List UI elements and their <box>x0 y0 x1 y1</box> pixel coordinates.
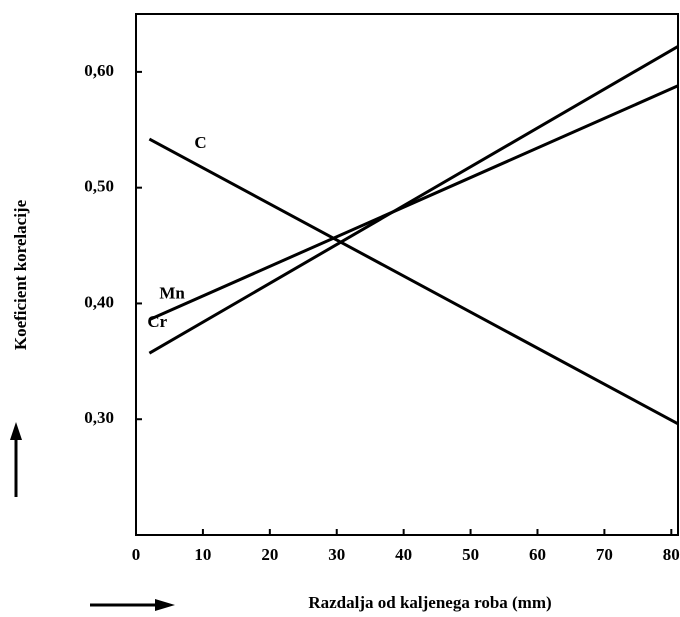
x-tick-label: 70 <box>596 545 613 564</box>
x-tick-label: 0 <box>132 545 141 564</box>
x-tick-label: 50 <box>462 545 479 564</box>
y-tick-label: 0,30 <box>84 408 114 427</box>
series-label: C <box>194 133 206 152</box>
y-tick-label: 0,50 <box>84 177 114 196</box>
series-line <box>148 137 679 426</box>
x-arrow <box>90 599 175 611</box>
x-tick-label: 80 <box>663 545 680 564</box>
y-tick-label: 0,40 <box>84 292 114 311</box>
series-label: Mn <box>159 284 185 303</box>
x-tick-label: 10 <box>194 545 211 564</box>
series-label: Cr <box>147 312 167 331</box>
x-tick-label: 20 <box>261 545 278 564</box>
x-tick-label: 60 <box>529 545 546 564</box>
y-axis-label: Koeficient korelacije <box>11 199 30 350</box>
x-tick-label: 30 <box>328 545 345 564</box>
y-arrow <box>10 422 22 497</box>
plot-frame <box>135 13 679 536</box>
y-tick-label: 0,60 <box>84 61 114 80</box>
x-axis-label: Razdalja od kaljenega roba (mm) <box>308 593 551 612</box>
x-tick-label: 40 <box>395 545 412 564</box>
series-line <box>148 45 679 355</box>
series-line <box>148 84 679 322</box>
